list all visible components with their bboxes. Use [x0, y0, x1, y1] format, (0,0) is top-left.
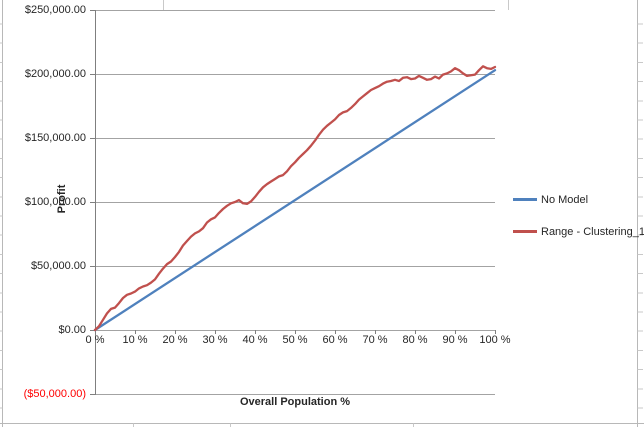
series-line-range-clustering-1[interactable] — [93, 65, 497, 332]
legend-label-range-clustering-1: Range - Clustering_1 — [541, 225, 644, 238]
x-axis-tick-label: 70 % — [362, 334, 388, 346]
series-line-no-model[interactable] — [93, 69, 497, 332]
y-axis-tick-label: $50,000.00 — [30, 260, 86, 272]
y-axis-tick-label: ($50,000.00) — [23, 388, 86, 400]
x-axis-tick-label: 10 % — [122, 334, 148, 346]
chart-legend: No Model Range - Clustering_1 — [513, 192, 644, 256]
y-axis-title: Profit — [56, 184, 68, 214]
x-axis-tick-label: 50 % — [282, 334, 308, 346]
y-axis-tick-label: $150,000.00 — [24, 132, 86, 144]
y-axis-tick-label: $100,000.00 — [24, 196, 86, 208]
legend-item-no-model[interactable]: No Model — [513, 192, 644, 207]
legend-label-no-model: No Model — [541, 193, 589, 206]
x-axis-title: Overall Population % — [239, 396, 351, 408]
no-model-line-swatch — [513, 198, 537, 201]
range-clustering-1-line-swatch — [513, 230, 537, 233]
y-axis-tick-label: $250,000.00 — [24, 4, 86, 16]
x-axis-tick-label: 80 % — [402, 334, 428, 346]
x-axis-tick-label: 20 % — [162, 334, 188, 346]
x-axis-tick-label: 90 % — [442, 334, 468, 346]
y-axis-tick-label: $0.00 — [58, 324, 86, 336]
x-axis-tick-label: 0 % — [85, 334, 105, 346]
x-axis-tick-label: 60 % — [322, 334, 348, 346]
y-axis-tick-label: $200,000.00 — [24, 68, 86, 80]
legend-item-range-clustering-1[interactable]: Range - Clustering_1 — [513, 224, 644, 239]
x-axis-tick-label: 40 % — [242, 334, 268, 346]
x-axis-tick-label: 30 % — [202, 334, 228, 346]
x-axis-tick-label: 100 % — [479, 334, 511, 346]
